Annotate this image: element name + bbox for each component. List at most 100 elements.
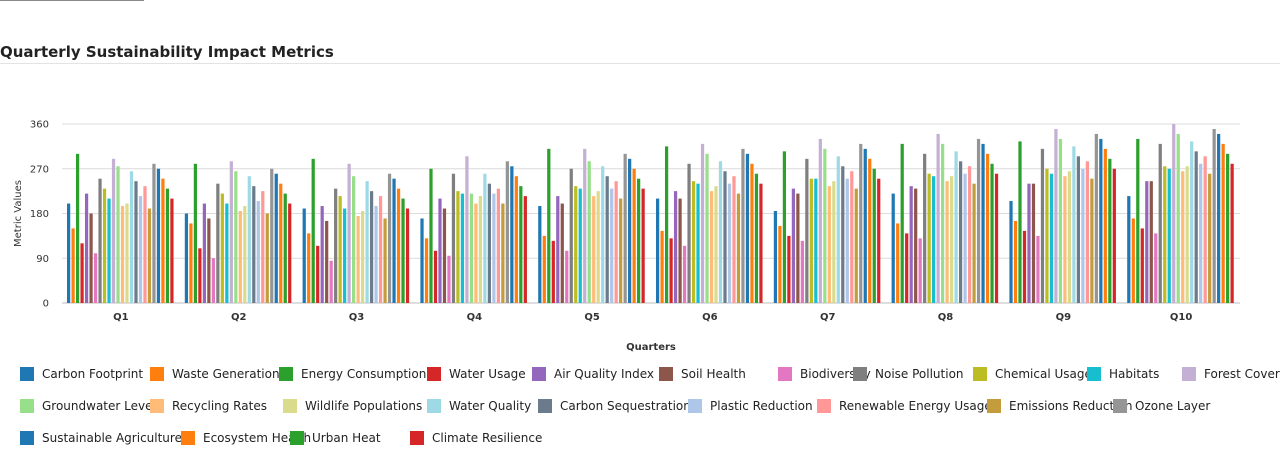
legend-swatch bbox=[410, 431, 424, 445]
bar bbox=[1054, 128, 1058, 303]
bar bbox=[637, 178, 641, 303]
legend-label: Waste Generation bbox=[172, 367, 280, 381]
bar bbox=[754, 173, 759, 303]
bar bbox=[307, 233, 311, 303]
bar bbox=[923, 153, 927, 303]
bar bbox=[189, 223, 193, 303]
bar bbox=[863, 148, 867, 303]
bar bbox=[963, 173, 967, 303]
bar bbox=[818, 138, 822, 303]
bar bbox=[1081, 168, 1085, 303]
bar bbox=[796, 193, 800, 303]
bar bbox=[71, 228, 75, 303]
bar bbox=[1027, 183, 1031, 303]
bar bbox=[120, 206, 125, 303]
legend-item: Carbon Sequestration bbox=[538, 398, 691, 414]
bar bbox=[872, 168, 876, 303]
bar bbox=[1045, 168, 1049, 303]
legend-swatch bbox=[1113, 399, 1127, 413]
bar bbox=[229, 161, 233, 303]
bar bbox=[614, 181, 618, 303]
legend-item: Air Quality Index bbox=[532, 366, 654, 382]
legend-item: Forest Cover bbox=[1182, 366, 1280, 382]
bar bbox=[592, 196, 596, 303]
legend-label: Climate Resilience bbox=[432, 431, 543, 445]
bar bbox=[1154, 233, 1158, 303]
bar bbox=[628, 158, 632, 303]
bar bbox=[1230, 163, 1234, 303]
bar bbox=[1212, 128, 1216, 303]
bar bbox=[691, 181, 696, 303]
bar bbox=[673, 191, 678, 304]
bar bbox=[129, 171, 134, 303]
bar bbox=[483, 173, 487, 303]
bar bbox=[165, 188, 170, 303]
legend-item: Water Usage bbox=[427, 366, 526, 382]
bar bbox=[347, 163, 351, 303]
y-axis-title: Metric Values bbox=[13, 180, 24, 247]
bar bbox=[211, 258, 215, 303]
x-tick-label: Q6 bbox=[702, 312, 718, 323]
bar bbox=[107, 198, 111, 303]
legend-swatch bbox=[538, 399, 552, 413]
bar bbox=[727, 183, 732, 303]
bar bbox=[465, 156, 469, 303]
bar bbox=[1203, 156, 1207, 303]
bar bbox=[1163, 166, 1167, 303]
bar bbox=[1145, 181, 1149, 303]
legend-label: Carbon Footprint bbox=[42, 367, 144, 381]
bar bbox=[927, 173, 931, 303]
bar bbox=[89, 213, 93, 303]
bar bbox=[827, 186, 831, 303]
legend-label: Recycling Rates bbox=[172, 399, 267, 413]
bar bbox=[225, 203, 229, 303]
bar bbox=[945, 181, 949, 303]
bar bbox=[1140, 228, 1144, 303]
legend-item: Renewable Energy Usage bbox=[817, 398, 992, 414]
bar bbox=[787, 235, 791, 304]
legend-label: Chemical Usage bbox=[995, 367, 1092, 381]
bar bbox=[877, 178, 881, 303]
bar bbox=[1131, 218, 1135, 303]
bar bbox=[501, 203, 505, 303]
legend-item: Plastic Reduction bbox=[688, 398, 813, 414]
bar bbox=[523, 196, 527, 303]
bar bbox=[302, 208, 306, 303]
legend-item: Noise Pollution bbox=[853, 366, 964, 382]
legend-swatch bbox=[20, 367, 34, 381]
bar bbox=[143, 186, 147, 303]
bar bbox=[800, 240, 804, 303]
top-divider bbox=[0, 0, 144, 1]
bar bbox=[1090, 178, 1094, 303]
bar bbox=[474, 203, 478, 303]
bar bbox=[352, 176, 356, 303]
legend-item: Groundwater Levels bbox=[20, 398, 162, 414]
y-tick-label: 0 bbox=[43, 299, 49, 310]
bar bbox=[682, 245, 687, 303]
bar bbox=[216, 183, 220, 303]
x-tick-label: Q2 bbox=[231, 312, 247, 323]
x-tick-label: Q9 bbox=[1056, 312, 1072, 323]
bar bbox=[256, 201, 260, 303]
bar bbox=[252, 186, 256, 303]
legend-label: Ecosystem Health bbox=[203, 431, 312, 445]
bar bbox=[325, 220, 329, 303]
bar bbox=[1072, 146, 1076, 304]
legend-item: Recycling Rates bbox=[150, 398, 267, 414]
bar bbox=[451, 173, 456, 303]
bar bbox=[1018, 141, 1022, 303]
bar bbox=[420, 218, 424, 303]
bar bbox=[438, 198, 442, 303]
bar bbox=[905, 233, 909, 303]
bar bbox=[1040, 148, 1045, 303]
legend-label: Wildlife Populations bbox=[305, 399, 423, 413]
bar bbox=[374, 206, 378, 303]
bar bbox=[1076, 156, 1081, 303]
bar bbox=[243, 206, 247, 303]
bar bbox=[696, 183, 700, 303]
bar bbox=[900, 143, 904, 303]
bar bbox=[741, 148, 745, 303]
bar bbox=[487, 183, 491, 303]
legend-item: Climate Resilience bbox=[410, 430, 542, 446]
legend-label: Plastic Reduction bbox=[710, 399, 813, 413]
